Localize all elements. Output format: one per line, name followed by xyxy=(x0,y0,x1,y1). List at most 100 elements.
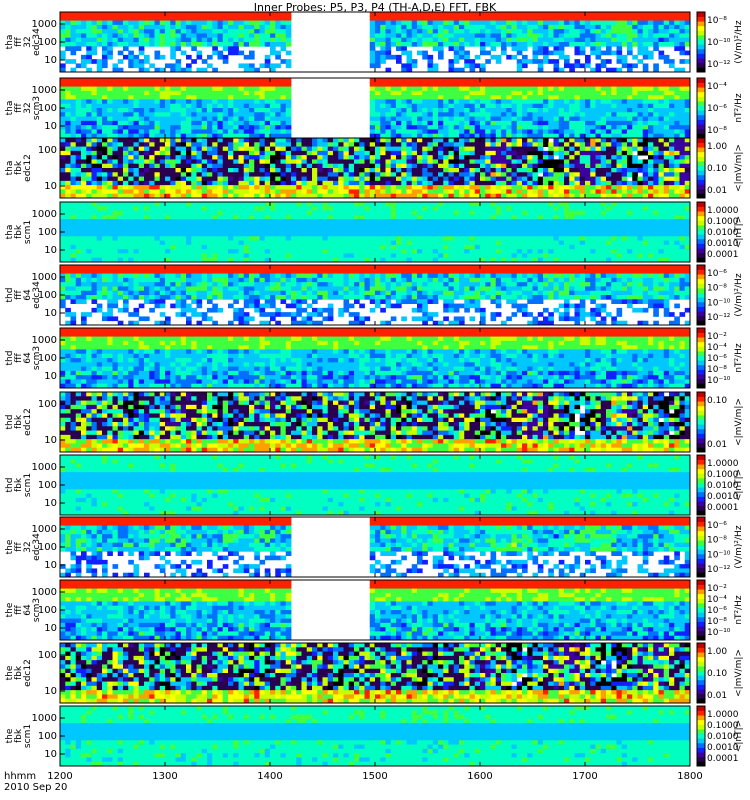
heatmap-cell xyxy=(590,146,596,152)
heatmap-cell xyxy=(112,253,119,259)
heatmap-cell xyxy=(212,86,218,92)
heatmap-cell xyxy=(180,219,187,224)
heatmap-cell xyxy=(249,108,255,113)
heatmap-cell xyxy=(637,42,644,47)
heatmap-cell xyxy=(611,180,617,186)
heatmap-cell xyxy=(369,33,376,39)
heatmap-cell xyxy=(348,176,355,182)
heatmap-cell xyxy=(123,46,129,51)
heatmap-cell xyxy=(91,24,98,30)
heatmap-cell xyxy=(569,129,575,135)
heatmap-cell xyxy=(102,108,108,113)
heatmap-cell xyxy=(312,168,318,173)
heatmap-cell xyxy=(264,125,271,130)
heatmap-cell xyxy=(627,138,633,143)
heatmap-cell xyxy=(102,159,108,165)
heatmap-cell xyxy=(375,185,381,190)
heatmap-cell xyxy=(511,120,518,126)
heatmap-cell xyxy=(401,129,407,135)
heatmap-cell xyxy=(81,150,87,156)
heatmap-cell xyxy=(553,46,560,51)
heatmap-cell xyxy=(270,99,276,105)
heatmap-cell xyxy=(574,82,581,87)
heatmap-cell xyxy=(375,125,381,130)
heatmap-cell xyxy=(684,108,691,113)
heatmap-cell xyxy=(543,116,549,122)
heatmap-cell xyxy=(516,50,523,56)
heatmap-cell xyxy=(243,206,250,211)
heatmap-cell xyxy=(411,37,418,43)
heatmap-cell xyxy=(411,155,418,160)
heatmap-cell xyxy=(564,133,570,139)
heatmap-cell xyxy=(427,172,434,177)
heatmap-cell xyxy=(233,42,239,47)
heatmap-cell xyxy=(133,214,140,220)
heatmap-cell xyxy=(186,33,192,39)
heatmap-cell xyxy=(149,219,155,224)
heatmap-cell xyxy=(427,37,434,43)
heatmap-cell xyxy=(306,163,313,169)
heatmap-cell xyxy=(385,20,392,26)
heatmap-cell xyxy=(170,103,176,109)
heatmap-cell xyxy=(490,125,497,130)
heatmap-cell xyxy=(228,16,234,21)
heatmap-cell xyxy=(81,227,87,233)
colorbar-swatch xyxy=(697,53,705,59)
heatmap-cell xyxy=(480,12,486,17)
heatmap-cell xyxy=(228,155,234,160)
heatmap-cell xyxy=(569,159,575,165)
heatmap-cell xyxy=(201,129,208,135)
heatmap-cell xyxy=(637,112,644,117)
heatmap-cell xyxy=(616,86,623,92)
heatmap-cell xyxy=(280,37,287,43)
heatmap-cell xyxy=(653,163,659,169)
heatmap-cell xyxy=(75,240,82,246)
heatmap-cell xyxy=(107,37,113,43)
heatmap-cell xyxy=(96,125,103,130)
heatmap-cell xyxy=(674,82,680,87)
heatmap-cell xyxy=(107,129,113,135)
heatmap-cell xyxy=(65,232,71,237)
heatmap-cell xyxy=(123,176,129,182)
heatmap-cell xyxy=(642,50,649,56)
heatmap-cell xyxy=(233,12,239,17)
heatmap-cell xyxy=(511,90,518,96)
heatmap-cell xyxy=(75,202,82,207)
heatmap-cell xyxy=(669,168,675,173)
heatmap-cell xyxy=(70,78,77,83)
heatmap-cell xyxy=(490,116,497,122)
heatmap-cell xyxy=(91,189,98,195)
heatmap-cell xyxy=(642,16,649,21)
heatmap-cell xyxy=(102,185,108,190)
heatmap-cell xyxy=(511,78,518,83)
heatmap-cell xyxy=(243,150,250,156)
heatmap-cell xyxy=(238,223,245,229)
heatmap-cell xyxy=(653,63,659,69)
heatmap-cell xyxy=(133,108,140,113)
heatmap-cell xyxy=(128,155,134,160)
heatmap-cell xyxy=(217,29,224,34)
heatmap-cell xyxy=(595,78,602,83)
heatmap-cell xyxy=(432,172,439,177)
heatmap-cell xyxy=(516,95,523,100)
heatmap-cell xyxy=(212,227,218,233)
heatmap-cell xyxy=(616,133,623,139)
heatmap-cell xyxy=(506,90,512,96)
heatmap-cell xyxy=(238,120,245,126)
heatmap-cell xyxy=(632,168,638,173)
heatmap-cell xyxy=(375,176,381,182)
heatmap-cell xyxy=(238,116,245,122)
heatmap-cell xyxy=(658,172,665,177)
heatmap-cell xyxy=(569,33,575,39)
heatmap-cell xyxy=(117,146,124,152)
heatmap-cell xyxy=(254,95,260,100)
heatmap-cell xyxy=(322,142,329,147)
heatmap-cell xyxy=(217,202,224,207)
heatmap-cell xyxy=(154,67,161,73)
heatmap-cell xyxy=(301,168,308,173)
heatmap-cell xyxy=(585,120,591,126)
heatmap-cell xyxy=(212,142,218,147)
heatmap-cell xyxy=(453,150,460,156)
heatmap-cell xyxy=(138,185,145,190)
heatmap-cell xyxy=(280,120,287,126)
